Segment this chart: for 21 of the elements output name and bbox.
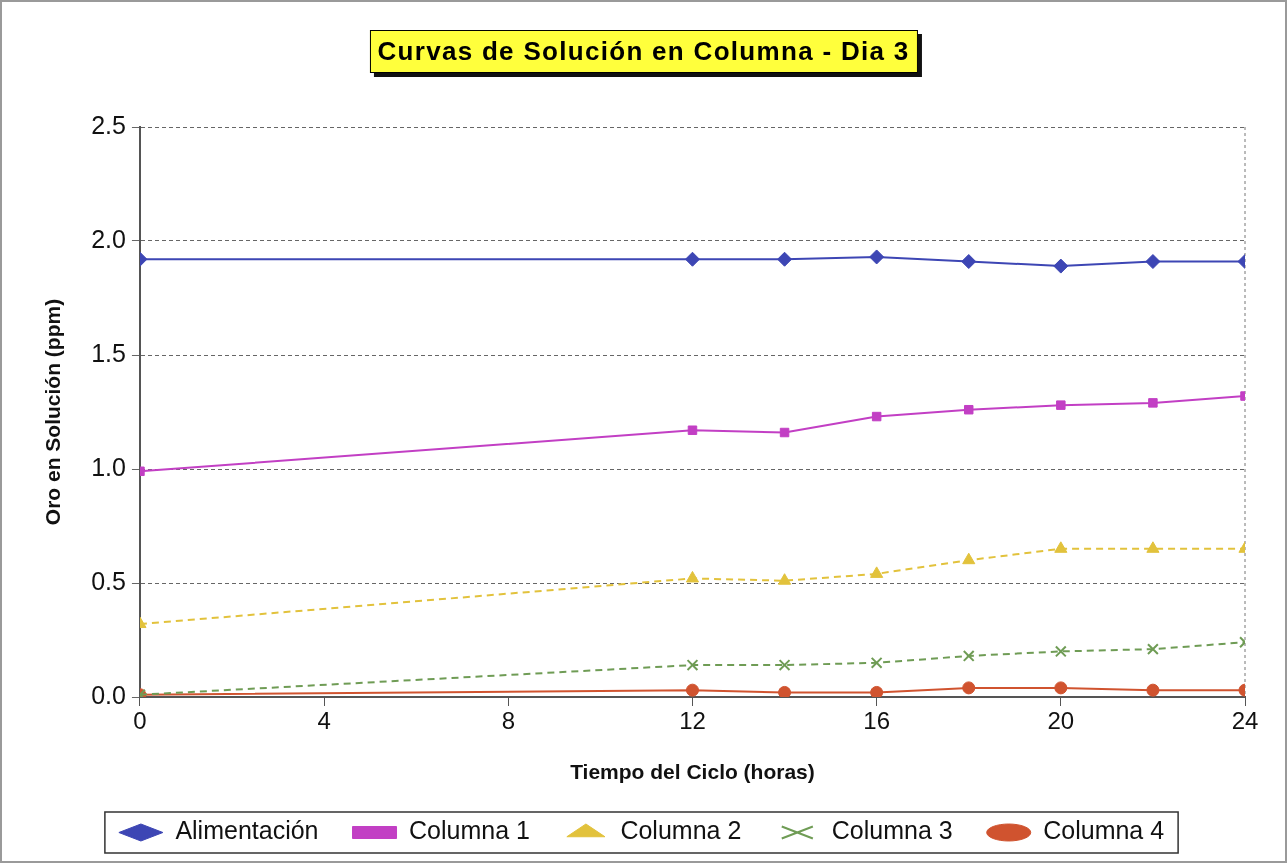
y-tick-label: 1.5	[91, 338, 126, 367]
x-tick-label: 20	[1047, 707, 1075, 735]
y-tick-label: 1.0	[91, 452, 126, 481]
x-tick-label: 0	[133, 707, 147, 735]
legend-label: Alimentación	[175, 816, 319, 845]
x-axis-title: Tiempo del Ciclo (horas)	[570, 760, 815, 784]
y-tick-label: 0.5	[91, 566, 126, 595]
y-axis-title: Oro en Solución (ppm)	[41, 298, 65, 526]
chart-title: Curvas de Solución en Columna - Dia 3	[369, 30, 918, 73]
y-tick-label: 0.0	[91, 680, 126, 709]
legend-label: Columna 1	[409, 816, 530, 845]
x-tick-label: 12	[679, 707, 706, 735]
x-tick-label: 24	[1231, 707, 1259, 735]
legend-label: Columna 3	[831, 816, 953, 845]
x-tick-label: 16	[863, 707, 890, 735]
legend-label: Columna 4	[1043, 816, 1165, 845]
legend-label: Columna 2	[620, 816, 742, 845]
y-tick-label: 2.5	[91, 110, 126, 139]
y-tick-label: 2.0	[91, 224, 126, 253]
x-tick-label: 8	[501, 707, 515, 735]
x-tick-label: 4	[317, 707, 331, 735]
